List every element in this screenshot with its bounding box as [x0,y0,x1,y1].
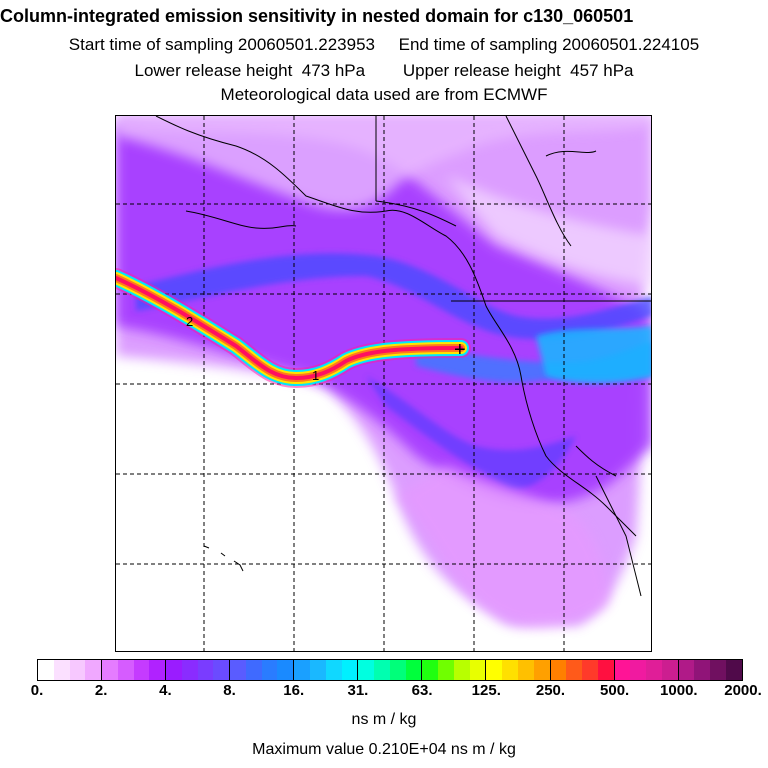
colorbar-segment [245,660,262,680]
field-blue-stream [136,253,651,340]
colorbar-tick-label: 125. [471,682,501,699]
colorbar-segment [389,660,406,680]
coastline-north [505,116,572,247]
colorbar-units: ns m / kg [351,711,417,728]
colorbar-segment [277,660,295,680]
field-cyan-core [536,326,651,384]
colorbar-segment [502,660,518,680]
coastline-arctic [545,150,597,157]
hawaii-islands [203,545,244,572]
border-alaska [375,116,457,227]
colorbar-segment [678,660,695,680]
met-data-line: Meteorological data used are from ECMWF [220,85,548,104]
trajectory-core [116,276,463,381]
map-title: Column-integrated emission sensitivity i… [0,6,634,26]
colorbar-segment [646,660,662,680]
colorbar-tick-label: 2. [94,682,108,699]
field-blue-south [366,376,576,489]
colorbar-tick-label: 31. [347,682,369,699]
colorbar-segment [261,660,278,680]
release-height-line: Lower release height 473 hPa Upper relea… [134,61,634,80]
colorbar-segment [614,660,631,680]
colorbar-segment [69,660,86,680]
colorbar-tick-label: 16. [283,682,305,699]
coastline-baja [595,475,642,597]
trajectory-label-2: 2 [186,314,193,329]
colorbar-segment [85,660,103,680]
colorbar-segment [694,660,711,680]
colorbar-segment [53,660,70,680]
colorbar-tick-label: 8. [223,682,236,699]
border-us-mexico [575,445,617,477]
field-south-plume [396,466,609,627]
colorbar-segment [230,660,246,680]
sensitivity-map: 2 1 + [115,115,652,652]
field-upper-band [116,116,651,210]
colorbar-segment [117,660,134,680]
maximum-value-label: Maximum value 0.210E+04 ns m / kg [252,741,516,758]
coastlines [155,116,651,597]
plume-trajectory [116,268,471,389]
colorbar-tick-label: 63. [411,682,433,699]
colorbar-segment [181,660,198,680]
colorbar-segment [550,660,567,680]
colorbar-segment [294,660,311,680]
colorbar-segment [725,660,742,680]
colorbar-segment [149,660,167,680]
colorbar-segment [661,660,679,680]
colorbar-segment [197,660,214,680]
colorbar-segment [630,660,647,680]
colorbar-segment [310,660,326,680]
colorbar-segment [102,660,118,680]
sampling-time-line: Start time of sampling 20060501.223953 E… [68,35,700,54]
colorbar [37,659,743,681]
colorbar-segment [566,660,583,680]
colorbar-segment [422,660,439,680]
colorbar-segment [374,660,390,680]
colorbar-tick-label: 4. [159,682,172,699]
colorbar-segment [597,660,615,680]
map-canvas: 2 1 + [116,116,651,651]
colorbar-segment [405,660,423,680]
colorbar-segment [341,660,359,680]
colorbar-tick-label: 1000. [660,682,698,699]
colorbar-tick-label: 2000. [724,682,762,699]
coastline-main [155,116,637,537]
colorbar-segment [517,660,534,680]
field-upper-band-2 [446,176,651,286]
colorbar-segment [710,660,726,680]
colorbar-segment [469,660,487,680]
colorbar-segment [166,660,182,680]
colorbar-segment [38,660,54,680]
colorbar-segment [533,660,551,680]
coastline-aleutian [185,210,297,229]
colorbar-segment [358,660,375,680]
colorbar-segment [486,660,503,680]
colorbar-segment [582,660,598,680]
colorbar-segment [453,660,470,680]
colorbar-tick-label: 0. [30,682,44,699]
trajectory-label-1: 1 [312,368,319,383]
colorbar-segment [133,660,150,680]
release-location-marker: + [454,339,466,361]
colorbar-segment [213,660,231,680]
colorbar-tick-label: 500. [600,682,630,699]
colorbar-segment [438,660,454,680]
colorbar-tick-label: 250. [535,682,566,699]
colorbar-segment [325,660,342,680]
